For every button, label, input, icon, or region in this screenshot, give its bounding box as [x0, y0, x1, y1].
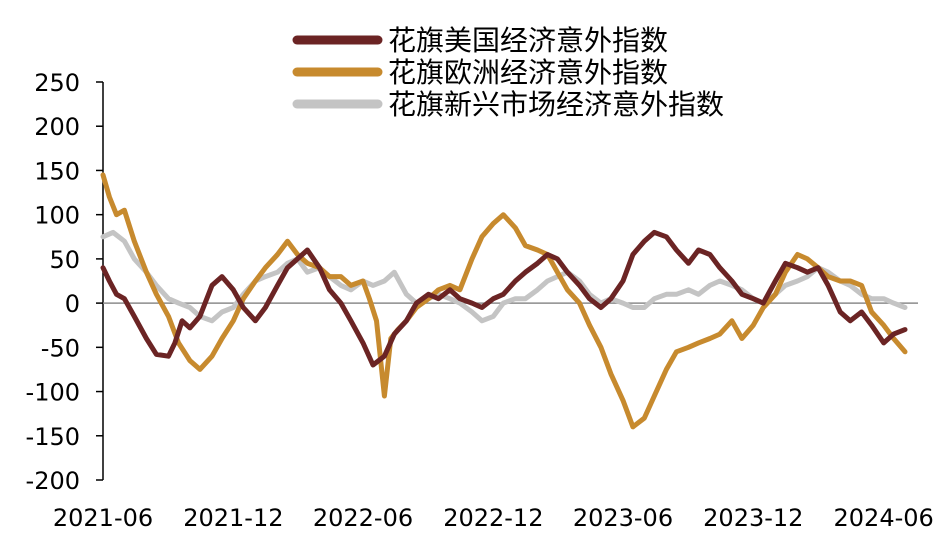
- x-tick-label: 2022-06: [313, 504, 413, 532]
- legend-label: 花旗美国经济意外指数: [388, 24, 668, 57]
- legend-label: 花旗欧洲经济意外指数: [388, 56, 668, 89]
- y-tick-label: 200: [34, 113, 80, 141]
- y-tick-label: 100: [34, 202, 80, 230]
- y-tick-label: 50: [49, 246, 80, 274]
- series-line-1: [100, 229, 908, 368]
- x-tick-label: 2022-12: [443, 504, 543, 532]
- x-tick-label: 2021-12: [183, 504, 283, 532]
- y-tick-label: -100: [26, 379, 80, 407]
- y-tick-label: 250: [34, 69, 80, 97]
- plot-area: [100, 172, 908, 430]
- x-axis: 2021-06 2021-12 2022-06 2022-12 2023-06 2023-…: [53, 302, 934, 532]
- y-axis: 250 200 150 100 50 0 -50 -100 -150 -200: [26, 69, 104, 495]
- y-tick-label: -50: [41, 334, 80, 362]
- x-tick-label: 2023-12: [703, 504, 803, 532]
- y-tick-label: -150: [26, 423, 80, 451]
- legend-label: 花旗新兴市场经济意外指数: [388, 88, 724, 121]
- x-tick-label: 2021-06: [53, 504, 153, 532]
- y-tick-label: 0: [65, 290, 80, 318]
- series-line-2: [100, 172, 908, 430]
- x-tick-label: 2024-06: [834, 504, 934, 532]
- x-tick-label: 2023-06: [573, 504, 673, 532]
- y-tick-label: -200: [26, 467, 80, 495]
- y-tick-label: 150: [34, 157, 80, 185]
